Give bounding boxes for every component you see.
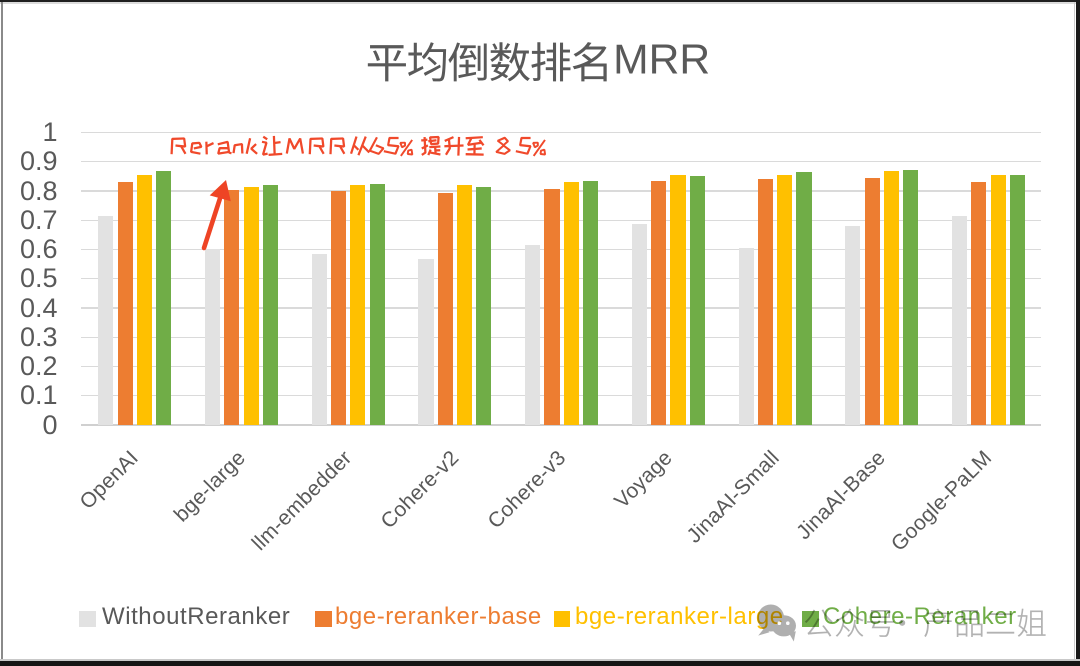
svg-text:MRR: MRR — [613, 35, 710, 82]
